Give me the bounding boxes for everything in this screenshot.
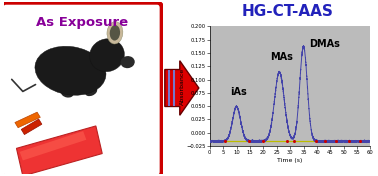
Polygon shape bbox=[17, 126, 102, 176]
Ellipse shape bbox=[61, 89, 74, 98]
Y-axis label: Absorbance: Absorbance bbox=[180, 68, 185, 105]
Text: MAs: MAs bbox=[270, 52, 293, 62]
Ellipse shape bbox=[35, 46, 106, 95]
FancyBboxPatch shape bbox=[2, 3, 162, 176]
Polygon shape bbox=[15, 112, 40, 128]
Ellipse shape bbox=[85, 87, 97, 96]
X-axis label: Time (s): Time (s) bbox=[277, 158, 303, 163]
Polygon shape bbox=[21, 119, 42, 135]
FancyArrow shape bbox=[165, 61, 199, 115]
Polygon shape bbox=[20, 131, 86, 161]
Ellipse shape bbox=[121, 56, 135, 68]
Ellipse shape bbox=[90, 39, 124, 72]
Text: DMAs: DMAs bbox=[309, 39, 340, 49]
Ellipse shape bbox=[107, 22, 123, 44]
Text: HG-CT-AAS: HG-CT-AAS bbox=[241, 4, 333, 18]
Text: As Exposure: As Exposure bbox=[36, 16, 128, 29]
Ellipse shape bbox=[110, 25, 120, 40]
Text: iAs: iAs bbox=[230, 87, 246, 97]
